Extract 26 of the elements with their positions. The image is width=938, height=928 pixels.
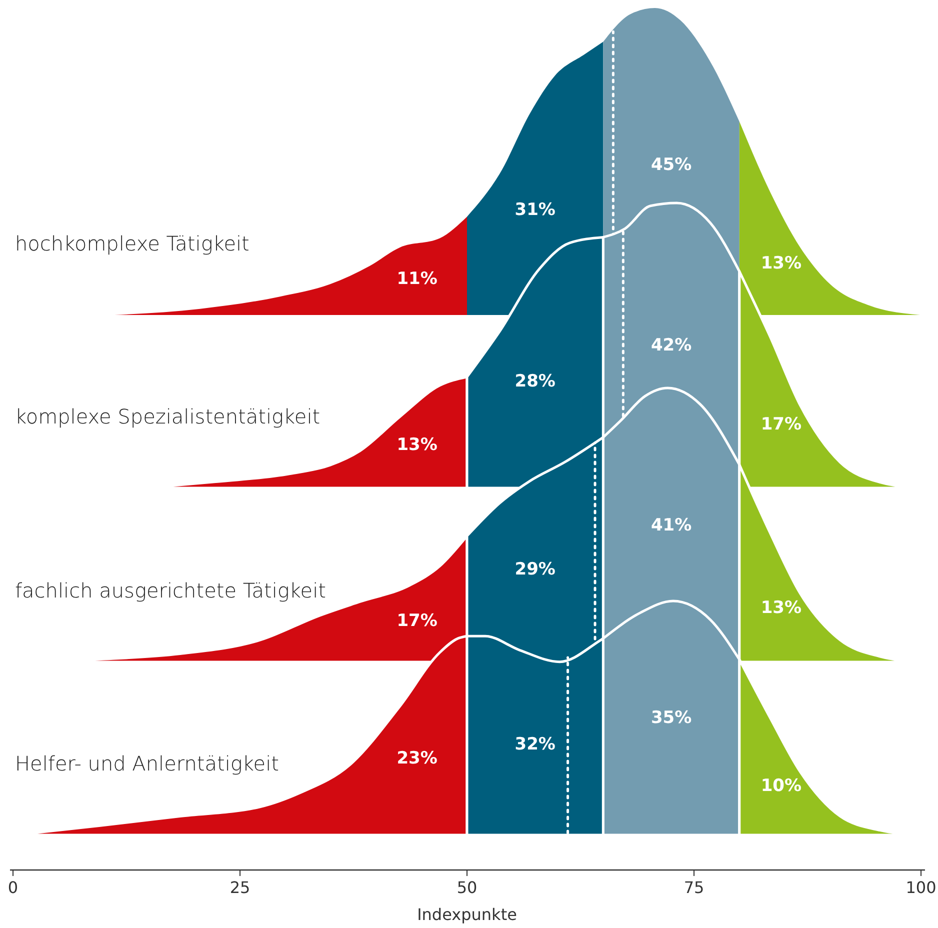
annotation: 29% [514, 560, 556, 580]
y-axis-title: fachlich ausgerichtete Tätigkeit [15, 578, 326, 602]
x-tick-label: 75 [684, 878, 704, 897]
y-axis-title: komplexe Spezialistentätigkeit [15, 404, 320, 428]
x-axis-title: Indexpunkte [417, 905, 517, 924]
annotation: 32% [514, 734, 556, 754]
annotation: 41% [650, 516, 692, 536]
annotation: 13% [396, 435, 438, 456]
annotation: 31% [514, 200, 556, 220]
annotation: 35% [650, 708, 692, 728]
x-tick-label: 100 [906, 878, 936, 897]
annotation: 42% [650, 335, 692, 356]
annotation: 10% [760, 776, 802, 796]
x-tick-label: 25 [230, 878, 250, 897]
y-axis-title: Helfer- und Anlerntätigkeit [15, 751, 280, 776]
y-axis-title: hochkomplexe Tätigkeit [15, 231, 250, 256]
x-tick-label: 0 [8, 878, 18, 897]
annotation: 13% [760, 598, 802, 618]
annotation: 28% [514, 371, 556, 392]
x-tick-label: 50 [456, 878, 478, 897]
annotation: 11% [396, 268, 438, 289]
annotation: 45% [650, 155, 692, 176]
annotation: 13% [760, 253, 802, 274]
annotation: 23% [396, 748, 438, 769]
annotation: 17% [760, 414, 802, 435]
annotation: 17% [396, 610, 438, 631]
